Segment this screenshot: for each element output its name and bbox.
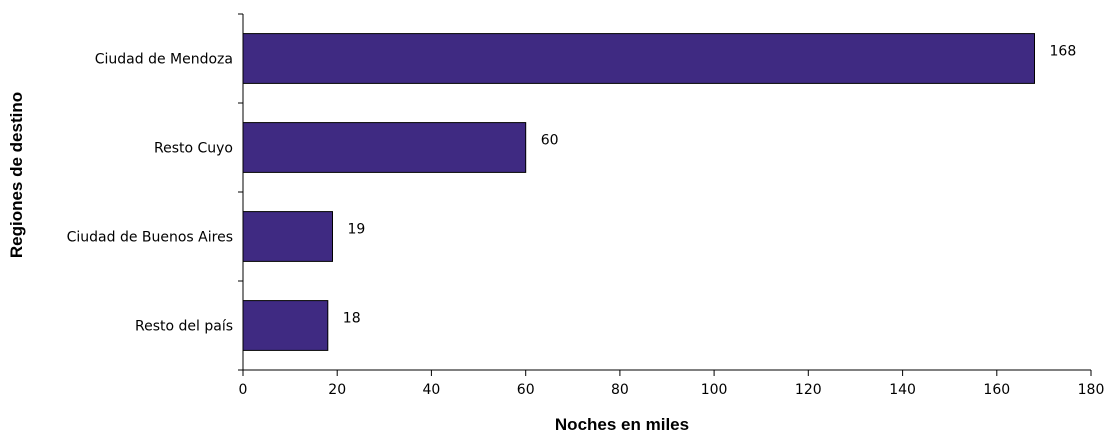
value-labels-layer: 168 60 19 18 xyxy=(343,44,1076,327)
x-tick-label: 20 xyxy=(328,382,346,398)
x-tick-label: 120 xyxy=(795,382,822,398)
bar xyxy=(242,211,333,262)
category-label: Ciudad de Buenos Aires xyxy=(67,230,233,246)
y-axis-title: Regiones de destino xyxy=(7,92,26,258)
y-ticks-layer xyxy=(238,13,243,371)
x-tick-label: 160 xyxy=(983,382,1010,398)
bar xyxy=(242,300,329,351)
x-tick-label: 0 xyxy=(239,382,248,398)
bar xyxy=(242,33,1035,84)
x-tick-label: 180 xyxy=(1078,382,1105,398)
x-tick-label: 60 xyxy=(517,382,535,398)
data-label: 168 xyxy=(1050,44,1077,60)
x-axis-title: Noches en miles xyxy=(555,415,689,434)
data-label: 18 xyxy=(343,311,361,327)
category-label: Resto Cuyo xyxy=(154,141,233,157)
data-label: 60 xyxy=(541,133,559,149)
x-ticks-layer: 0 20 40 60 80 100 120 140 160 180 xyxy=(239,370,1105,398)
data-label: 19 xyxy=(348,222,366,238)
category-labels-layer: Ciudad de Mendoza Resto Cuyo Ciudad de Bue… xyxy=(67,52,233,335)
x-tick-label: 40 xyxy=(422,382,440,398)
x-tick-label: 100 xyxy=(701,382,728,398)
bar xyxy=(242,122,527,173)
bars-layer xyxy=(242,33,1035,351)
x-tick-label: 80 xyxy=(611,382,629,398)
category-label: Ciudad de Mendoza xyxy=(95,52,233,68)
category-label: Resto del país xyxy=(135,319,233,335)
x-tick-label: 140 xyxy=(889,382,916,398)
